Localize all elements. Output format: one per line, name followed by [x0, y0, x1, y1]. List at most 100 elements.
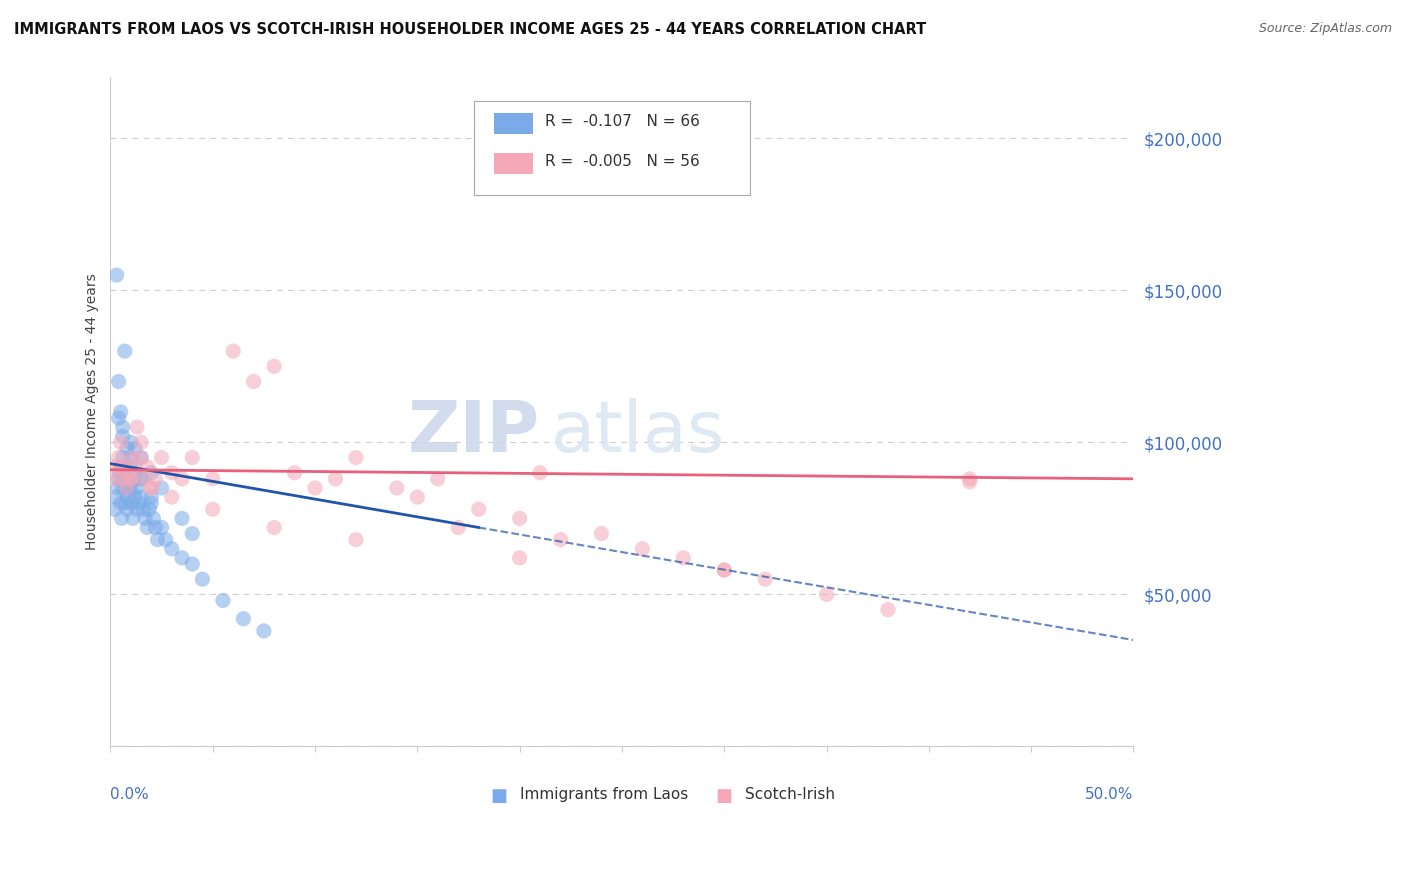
- Point: [111, 511, 134, 525]
- Text: Immigrants from Laos: Immigrants from Laos: [520, 787, 688, 802]
- Point: [160, 466, 183, 480]
- Point: [110, 405, 132, 419]
- Point: [160, 541, 183, 556]
- Point: [107, 481, 129, 495]
- Point: [120, 435, 142, 450]
- Point: [136, 459, 159, 474]
- Text: Scotch-Irish: Scotch-Irish: [745, 787, 835, 802]
- Point: [141, 496, 163, 510]
- Point: [115, 502, 138, 516]
- Point: [108, 466, 131, 480]
- Text: R =  -0.107   N = 66: R = -0.107 N = 66: [546, 114, 700, 129]
- Point: [124, 459, 146, 474]
- Point: [114, 344, 136, 359]
- Point: [125, 502, 148, 516]
- Point: [150, 450, 173, 465]
- Point: [150, 481, 173, 495]
- Point: [111, 429, 134, 443]
- Point: [118, 466, 141, 480]
- Point: [959, 472, 981, 486]
- Point: [110, 459, 132, 474]
- Text: ■: ■: [716, 787, 733, 805]
- Point: [146, 533, 169, 547]
- Point: [125, 481, 148, 495]
- Point: [132, 472, 155, 486]
- Text: ■: ■: [491, 787, 508, 805]
- Point: [118, 481, 141, 495]
- Text: R =  -0.005   N = 56: R = -0.005 N = 56: [546, 154, 700, 169]
- Point: [141, 466, 163, 480]
- Point: [672, 550, 695, 565]
- Point: [103, 459, 125, 474]
- Text: ZIP: ZIP: [408, 398, 540, 467]
- Point: [125, 420, 148, 434]
- Text: 0.0%: 0.0%: [111, 787, 149, 802]
- Point: [181, 450, 204, 465]
- Point: [111, 481, 134, 495]
- Point: [120, 481, 142, 495]
- Point: [115, 472, 138, 486]
- Point: [129, 472, 152, 486]
- Point: [105, 268, 128, 282]
- Point: [112, 472, 135, 486]
- Point: [107, 450, 129, 465]
- FancyBboxPatch shape: [474, 101, 749, 194]
- Point: [141, 490, 163, 504]
- Point: [222, 344, 245, 359]
- Point: [170, 511, 193, 525]
- Point: [509, 511, 531, 525]
- Point: [304, 481, 326, 495]
- Point: [959, 475, 981, 489]
- Point: [141, 481, 163, 495]
- Point: [129, 472, 152, 486]
- Point: [120, 450, 142, 465]
- Point: [111, 420, 134, 434]
- Point: [138, 502, 160, 516]
- Point: [181, 526, 204, 541]
- Point: [105, 472, 128, 486]
- Point: [120, 472, 142, 486]
- Point: [815, 587, 838, 601]
- Point: [122, 450, 145, 465]
- Point: [713, 563, 735, 577]
- Point: [263, 359, 285, 374]
- Point: [111, 472, 134, 486]
- Point: [118, 466, 141, 480]
- Point: [114, 459, 136, 474]
- Point: [120, 459, 142, 474]
- Point: [115, 481, 138, 495]
- Point: [385, 481, 408, 495]
- Point: [529, 466, 551, 480]
- Point: [111, 450, 134, 465]
- Point: [170, 472, 193, 486]
- Point: [467, 502, 489, 516]
- Point: [145, 520, 167, 534]
- Bar: [494, 113, 533, 135]
- Point: [103, 502, 125, 516]
- Point: [181, 557, 204, 571]
- Point: [447, 520, 470, 534]
- Point: [134, 511, 156, 525]
- Text: 50.0%: 50.0%: [1085, 787, 1133, 802]
- Point: [344, 450, 367, 465]
- Point: [877, 602, 900, 616]
- Point: [107, 375, 129, 389]
- Point: [122, 472, 145, 486]
- Point: [124, 442, 146, 456]
- Point: [509, 550, 531, 565]
- Point: [283, 466, 305, 480]
- Point: [120, 496, 142, 510]
- Point: [150, 520, 173, 534]
- Point: [344, 533, 367, 547]
- Point: [124, 490, 146, 504]
- Point: [754, 572, 776, 586]
- Point: [129, 450, 152, 465]
- Point: [107, 472, 129, 486]
- Point: [426, 472, 449, 486]
- Point: [107, 411, 129, 425]
- Point: [117, 490, 139, 504]
- Point: [145, 472, 167, 486]
- Point: [253, 624, 276, 638]
- Point: [132, 502, 155, 516]
- Point: [550, 533, 572, 547]
